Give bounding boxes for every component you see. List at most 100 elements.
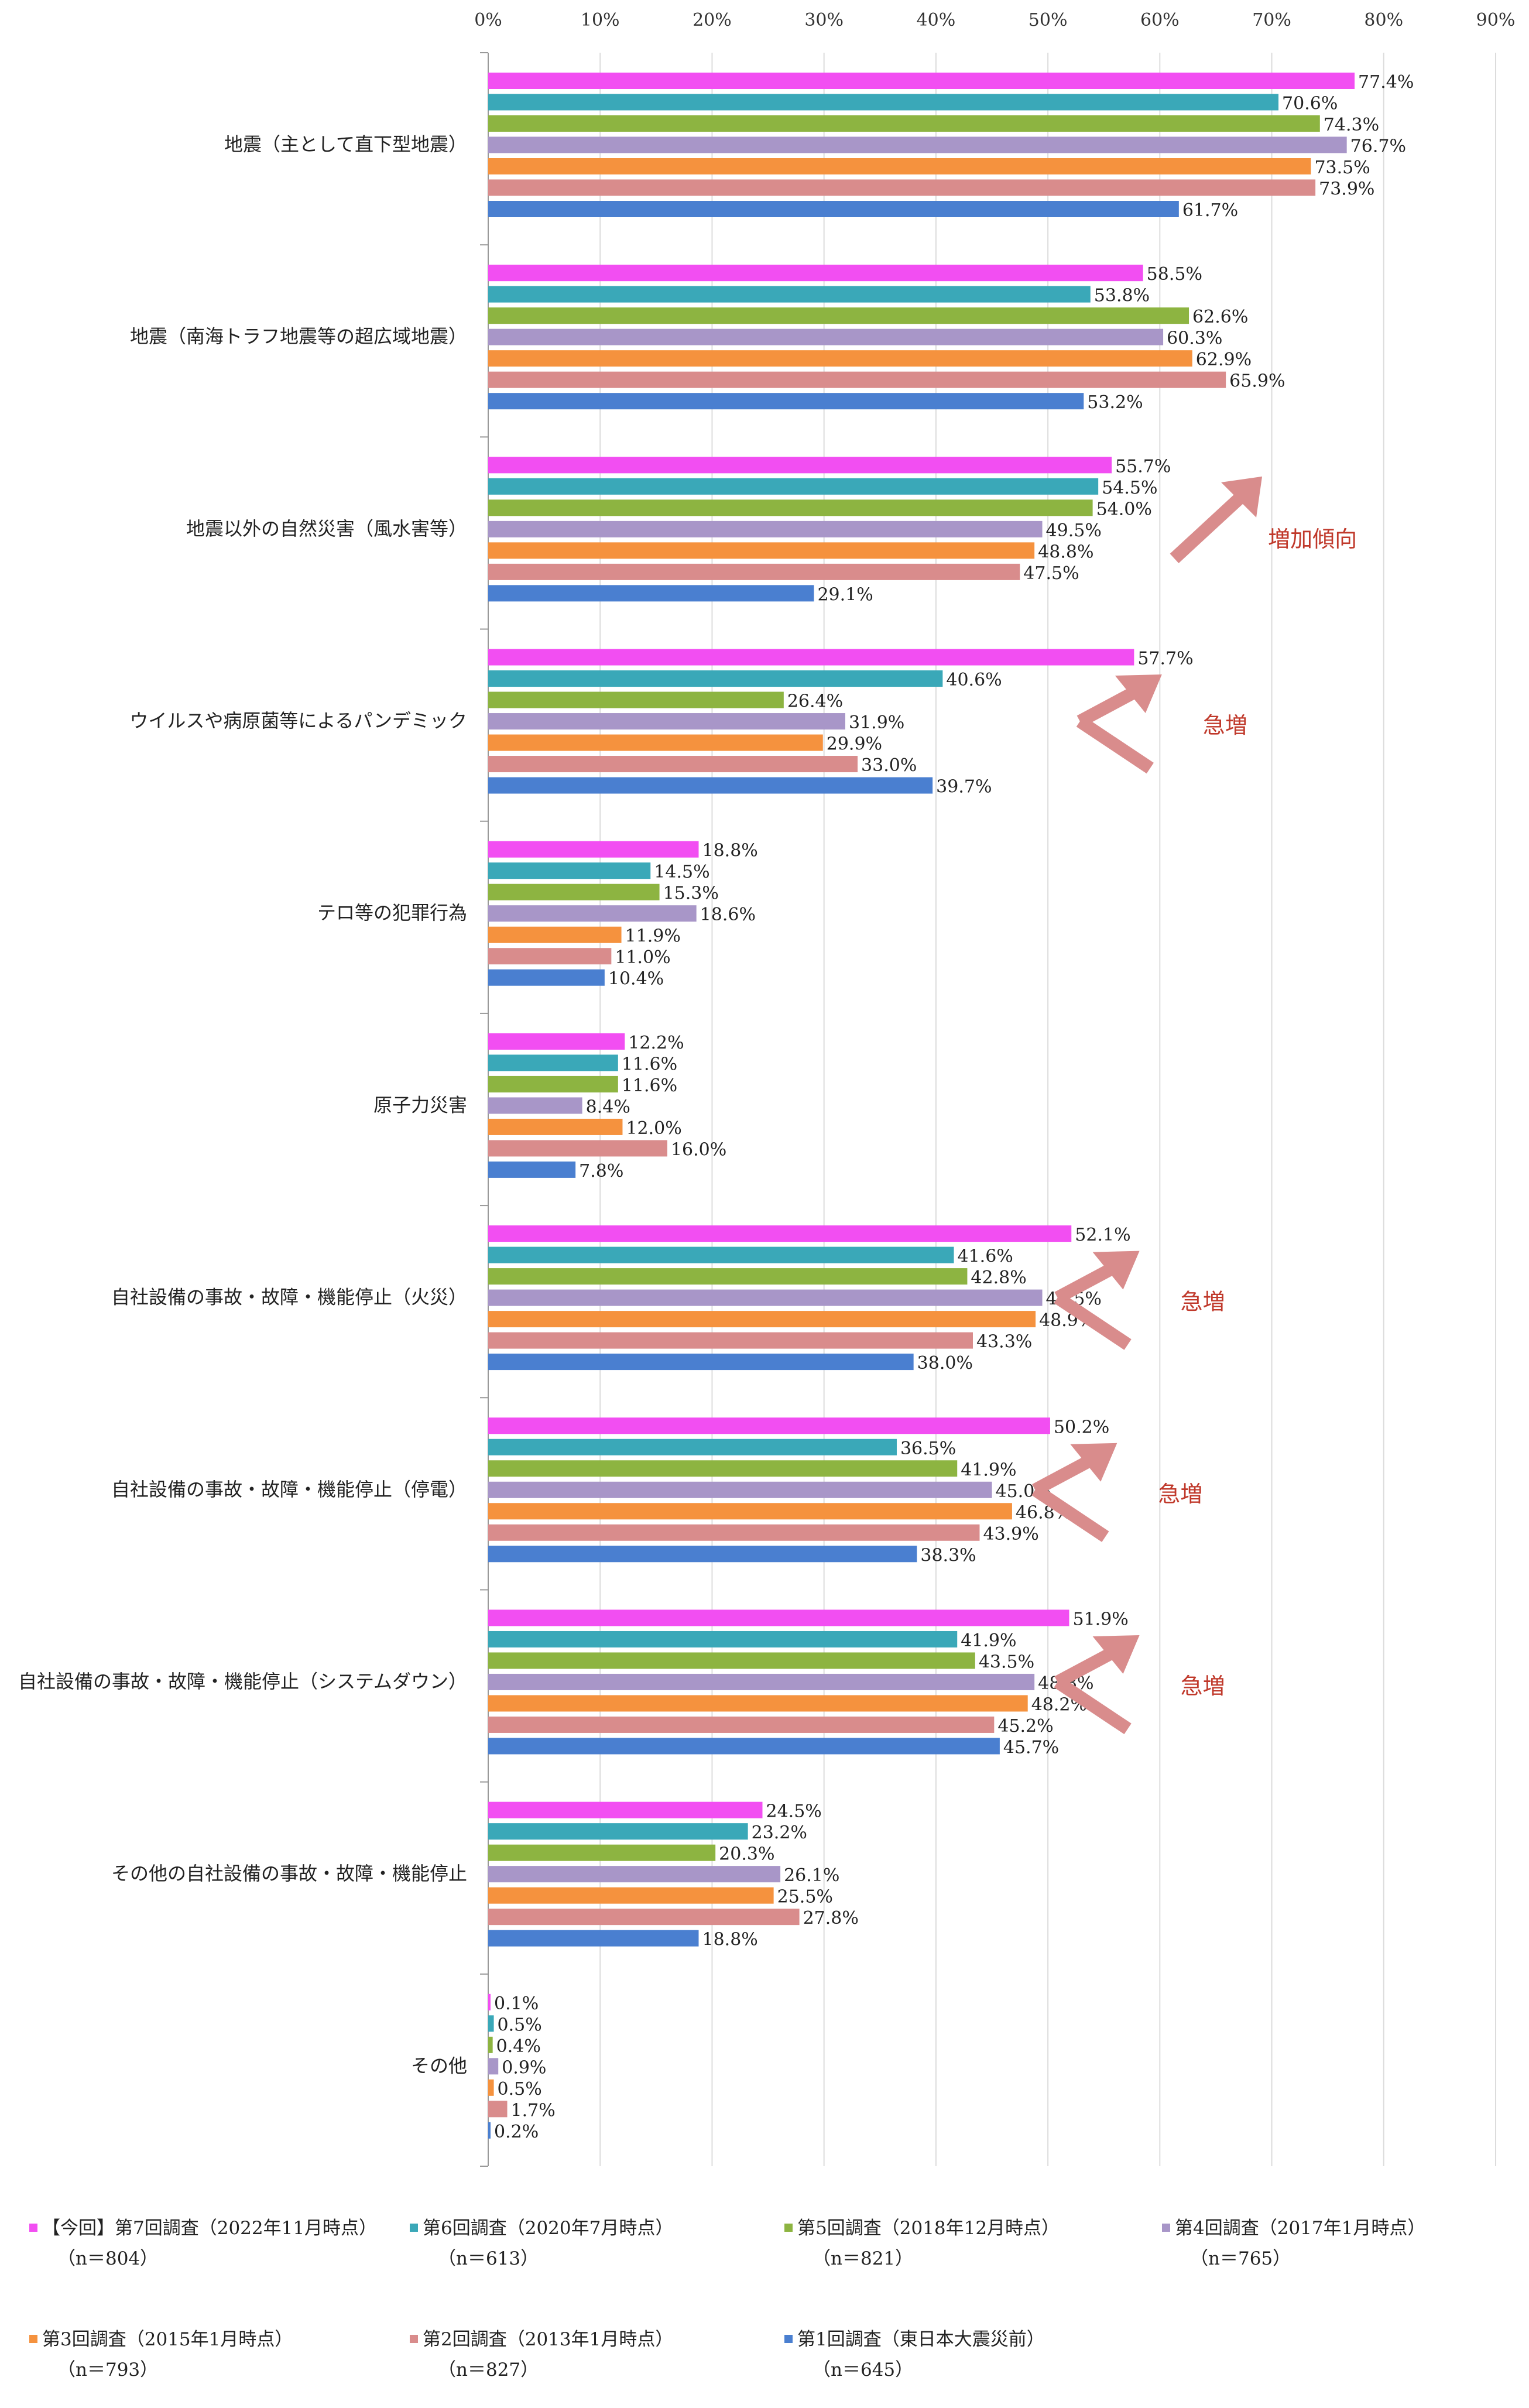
data-label: 8.4% (586, 1097, 630, 1117)
bar (488, 713, 845, 730)
data-label: 53.2% (1087, 392, 1143, 413)
data-label: 41.9% (961, 1460, 1016, 1480)
bar (488, 328, 1164, 345)
x-tick-label: 80% (1364, 10, 1403, 30)
data-label: 48.8% (1038, 542, 1093, 562)
bar (488, 948, 612, 965)
category-label: 自社設備の事故・故障・機能停止（停電） (111, 1478, 467, 1501)
bar (488, 1716, 995, 1733)
data-label: 12.0% (626, 1118, 681, 1139)
category-label: その他 (411, 2054, 467, 2077)
bar (488, 1075, 618, 1092)
data-label: 76.7% (1350, 136, 1406, 157)
legend-swatch (29, 2334, 37, 2343)
legend-swatch (784, 2334, 793, 2343)
legend-sample-size: （n＝827） (438, 2359, 539, 2380)
bar (488, 499, 1093, 516)
bar (488, 2101, 508, 2118)
bar (488, 1225, 1072, 1242)
data-label: 54.5% (1102, 478, 1157, 498)
annotation-label: 急増 (1203, 713, 1247, 738)
data-label: 61.7% (1182, 200, 1238, 221)
legend-label: 【今回】第7回調査（2022年11月時点） (42, 2218, 378, 2239)
data-label: 31.9% (849, 713, 904, 733)
trend-arrow-shaft (1170, 483, 1255, 563)
category-label: テロ等の犯罪行為 (317, 902, 467, 924)
bar (488, 158, 1311, 174)
data-label: 11.6% (622, 1054, 677, 1074)
bar (488, 756, 858, 773)
legend-label: 第6回調査（2020年7月時点） (423, 2218, 674, 2239)
data-label: 51.9% (1072, 1609, 1128, 1629)
data-label: 55.7% (1115, 456, 1171, 477)
bar (488, 2058, 499, 2075)
data-label: 11.0% (615, 947, 670, 968)
bar (488, 1930, 699, 1947)
data-label: 43.9% (983, 1524, 1038, 1544)
annotation-label: 急増 (1181, 1289, 1225, 1315)
bar (488, 307, 1189, 324)
legend-sample-size: （n＝613） (438, 2248, 539, 2269)
bar (488, 777, 933, 794)
bar (488, 926, 622, 943)
legend-item: 第1回調査（東日本大震災前） （n＝645） (784, 2324, 1045, 2385)
surge-arrow-head (1092, 1635, 1140, 1674)
bar (488, 1460, 958, 1477)
x-tick-label: 50% (1029, 10, 1068, 30)
data-label: 0.1% (494, 1993, 539, 2014)
legend-sample-size: （n＝793） (57, 2359, 159, 2380)
surge-arrow-tail (1054, 1676, 1132, 1735)
data-label: 62.9% (1196, 350, 1252, 370)
bar (488, 1332, 973, 1349)
data-label: 12.2% (628, 1033, 684, 1053)
data-label: 45.7% (1003, 1737, 1059, 1758)
bar (488, 1246, 954, 1263)
data-label: 38.0% (917, 1353, 973, 1373)
data-label: 0.4% (496, 2036, 541, 2057)
bar (488, 1673, 1035, 1690)
bar (488, 1481, 992, 1498)
data-label: 47.5% (1023, 563, 1079, 584)
bar (488, 1546, 917, 1563)
data-label: 29.9% (827, 734, 882, 755)
bar (488, 115, 1320, 132)
bar (488, 179, 1316, 196)
bar (488, 1909, 800, 1926)
surge-arrow-tail (1031, 1484, 1109, 1542)
bar (488, 1438, 897, 1455)
legend-swatch (410, 2223, 418, 2232)
x-tick-label: 10% (581, 10, 620, 30)
data-label: 50.2% (1054, 1417, 1109, 1437)
bar (488, 73, 1355, 89)
surge-arrow-head (1092, 1251, 1140, 1290)
bar (488, 1887, 774, 1904)
bar (488, 542, 1035, 559)
data-label: 54.0% (1096, 499, 1152, 519)
bar (488, 1118, 623, 1135)
legend-item: 第2回調査（2013年1月時点） （n＝827） (410, 2324, 673, 2385)
data-label: 11.9% (625, 926, 681, 947)
annotation-label: 急増 (1181, 1673, 1225, 1699)
legend-item: 【今回】第7回調査（2022年11月時点） （n＝804） (29, 2213, 377, 2274)
bar (488, 2036, 493, 2053)
legend-swatch (1162, 2223, 1170, 2232)
bar (488, 2079, 494, 2096)
bar (488, 841, 699, 858)
x-tick-label: 60% (1140, 10, 1180, 30)
legend-sample-size: （n＝645） (813, 2359, 914, 2380)
data-label: 0.5% (498, 2079, 542, 2099)
data-label: 42.8% (971, 1268, 1026, 1288)
bar (488, 1993, 491, 2010)
surge-arrow-head (1070, 1443, 1117, 1482)
bar (488, 286, 1091, 303)
legend-item: 第4回調査（2017年1月時点） （n＝765） (1162, 2213, 1425, 2274)
category-label: ウイルスや病原菌等によるパンデミック (129, 710, 467, 732)
data-label: 23.2% (752, 1823, 807, 1843)
annotation-label: 急増 (1158, 1481, 1202, 1507)
bar (488, 1695, 1028, 1712)
data-label: 14.5% (654, 862, 709, 882)
bar (488, 1097, 582, 1114)
data-label: 7.8% (579, 1161, 623, 1181)
data-label: 33.0% (861, 755, 917, 776)
data-label: 43.5% (979, 1652, 1034, 1672)
